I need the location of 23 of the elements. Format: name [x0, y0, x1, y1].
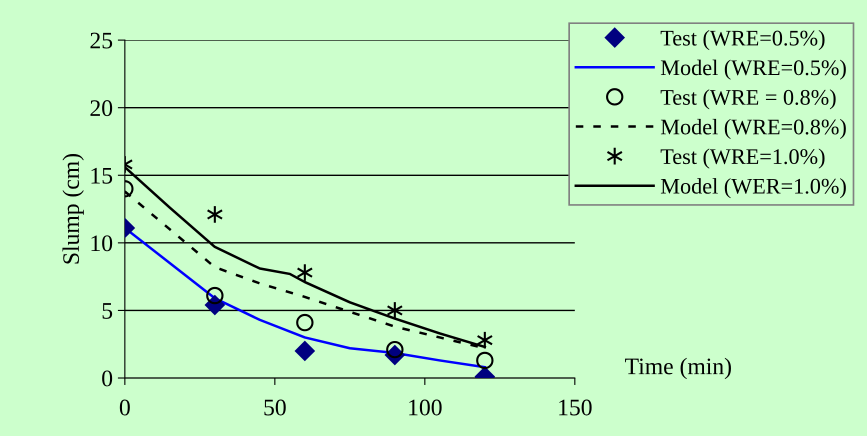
y-tick-label: 10	[92, 235, 112, 252]
x-tick-label: 50	[264, 400, 286, 416]
y-tick-label: 0	[102, 370, 112, 386]
y-tick-label: 25	[90, 32, 112, 49]
point	[386, 340, 404, 358]
legend-label: Test (WRE=0.5%)	[660, 30, 825, 50]
x-tick-label: 100	[409, 400, 442, 416]
y-axis-title: Slump (cm)	[62, 154, 84, 264]
point	[476, 352, 494, 370]
x-axis-title: Time (min)	[625, 358, 731, 380]
y-tick-label: 20	[90, 100, 112, 116]
legend-label: Model (WRE=0.8%)	[660, 118, 846, 139]
legend-label: Test (WRE = 0.8%)	[660, 89, 836, 110]
x-tick-label: 150	[559, 400, 592, 416]
y-tick-label: 5	[102, 303, 112, 319]
point	[296, 314, 314, 332]
point	[206, 286, 224, 304]
legend-label: Model (WRE=0.5%)	[660, 60, 846, 80]
legend-label: Test (WRE=1.0%)	[660, 148, 825, 169]
x-tick-label: 0	[120, 400, 130, 416]
point	[294, 341, 315, 361]
legend-label: Model (WER=1.0%)	[660, 178, 846, 198]
y-tick-label: 15	[92, 168, 112, 184]
